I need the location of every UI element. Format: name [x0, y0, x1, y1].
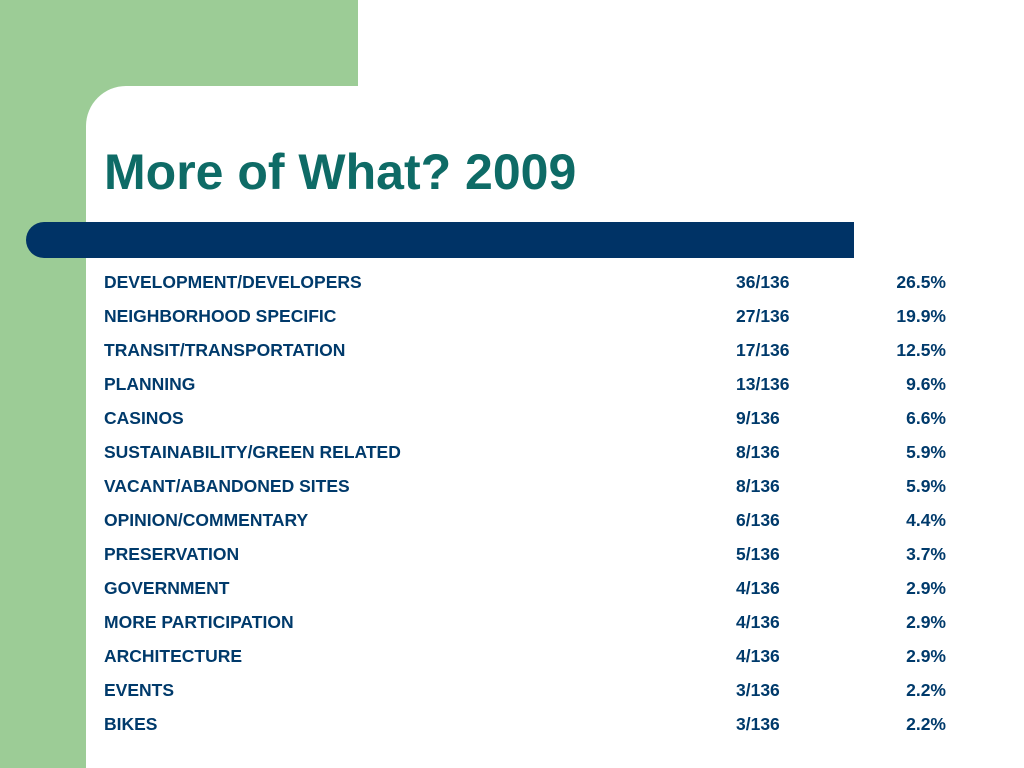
table-row: OPINION/COMMENTARY 6/136 4.4% [104, 503, 946, 537]
slide-title: More of What? 2009 [104, 144, 577, 200]
row-percent: 6.6% [906, 408, 946, 428]
row-count: 3/136 [736, 714, 780, 734]
table-row: CASINOS 9/136 6.6% [104, 401, 946, 435]
row-count: 8/136 [736, 442, 780, 462]
row-count: 27/136 [736, 306, 790, 326]
row-count: 8/136 [736, 476, 780, 496]
table-row: NEIGHBORHOOD SPECIFIC 27/136 19.9% [104, 299, 946, 333]
row-label: PLANNING [104, 374, 196, 394]
row-percent: 2.2% [906, 714, 946, 734]
row-percent: 5.9% [906, 476, 946, 496]
content-panel [86, 86, 1024, 768]
row-label: ARCHITECTURE [104, 646, 243, 666]
row-count: 4/136 [736, 612, 780, 632]
table-row: SUSTAINABILITY/GREEN RELATED 8/136 5.9% [104, 435, 946, 469]
row-percent: 2.9% [906, 646, 946, 666]
row-percent: 9.6% [906, 374, 946, 394]
stats-table: DEVELOPMENT/DEVELOPERS 36/136 26.5% NEIGHBO… [104, 265, 946, 741]
row-percent: 5.9% [906, 442, 946, 462]
table-row: TRANSIT/TRANSPORTATION 17/136 12.5% [104, 333, 946, 367]
table-row: VACANT/ABANDONED SITES 8/136 5.9% [104, 469, 946, 503]
row-label: OPINION/COMMENTARY [104, 510, 309, 530]
row-count: 4/136 [736, 646, 780, 666]
row-percent: 2.9% [906, 612, 946, 632]
row-label: VACANT/ABANDONED SITES [104, 476, 350, 496]
row-percent: 19.9% [896, 306, 946, 326]
row-percent: 4.4% [906, 510, 946, 530]
row-percent: 26.5% [896, 272, 946, 292]
row-percent: 3.7% [906, 544, 946, 564]
row-label: BIKES [104, 714, 158, 734]
row-count: 36/136 [736, 272, 790, 292]
row-percent: 2.2% [906, 680, 946, 700]
row-percent: 2.9% [906, 578, 946, 598]
table-row: BIKES 3/136 2.2% [104, 707, 946, 741]
row-label: EVENTS [104, 680, 175, 700]
row-count: 4/136 [736, 578, 780, 598]
table-row: ARCHITECTURE 4/136 2.9% [104, 639, 946, 673]
row-count: 13/136 [736, 374, 790, 394]
row-count: 5/136 [736, 544, 780, 564]
row-percent: 12.5% [896, 340, 946, 360]
table-row: DEVELOPMENT/DEVELOPERS 36/136 26.5% [104, 265, 946, 299]
table-row: MORE PARTICIPATION 4/136 2.9% [104, 605, 946, 639]
row-label: PRESERVATION [104, 544, 240, 564]
row-label: NEIGHBORHOOD SPECIFIC [104, 306, 337, 326]
row-count: 6/136 [736, 510, 780, 530]
title-divider-bar [26, 222, 854, 258]
row-count: 9/136 [736, 408, 780, 428]
row-count: 17/136 [736, 340, 790, 360]
table-row: EVENTS 3/136 2.2% [104, 673, 946, 707]
row-label: DEVELOPMENT/DEVELOPERS [104, 272, 362, 292]
row-label: MORE PARTICIPATION [104, 612, 294, 632]
row-label: SUSTAINABILITY/GREEN RELATED [104, 442, 401, 462]
row-count: 3/136 [736, 680, 780, 700]
row-label: CASINOS [104, 408, 184, 428]
row-label: TRANSIT/TRANSPORTATION [104, 340, 346, 360]
table-row: GOVERNMENT 4/136 2.9% [104, 571, 946, 605]
table-row: PRESERVATION 5/136 3.7% [104, 537, 946, 571]
table-row: PLANNING 13/136 9.6% [104, 367, 946, 401]
row-label: GOVERNMENT [104, 578, 230, 598]
